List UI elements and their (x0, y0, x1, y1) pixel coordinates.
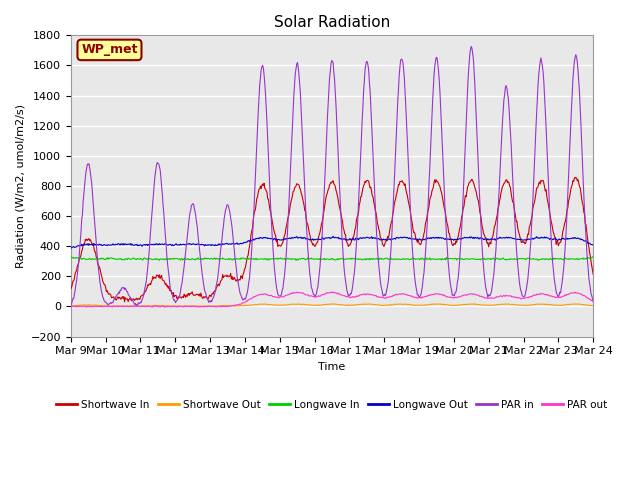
Text: WP_met: WP_met (81, 43, 138, 57)
Legend: Shortwave In, Shortwave Out, Longwave In, Longwave Out, PAR in, PAR out: Shortwave In, Shortwave Out, Longwave In… (52, 396, 612, 414)
Title: Solar Radiation: Solar Radiation (274, 15, 390, 30)
Y-axis label: Radiation (W/m2, umol/m2/s): Radiation (W/m2, umol/m2/s) (15, 104, 25, 268)
X-axis label: Time: Time (318, 362, 346, 372)
